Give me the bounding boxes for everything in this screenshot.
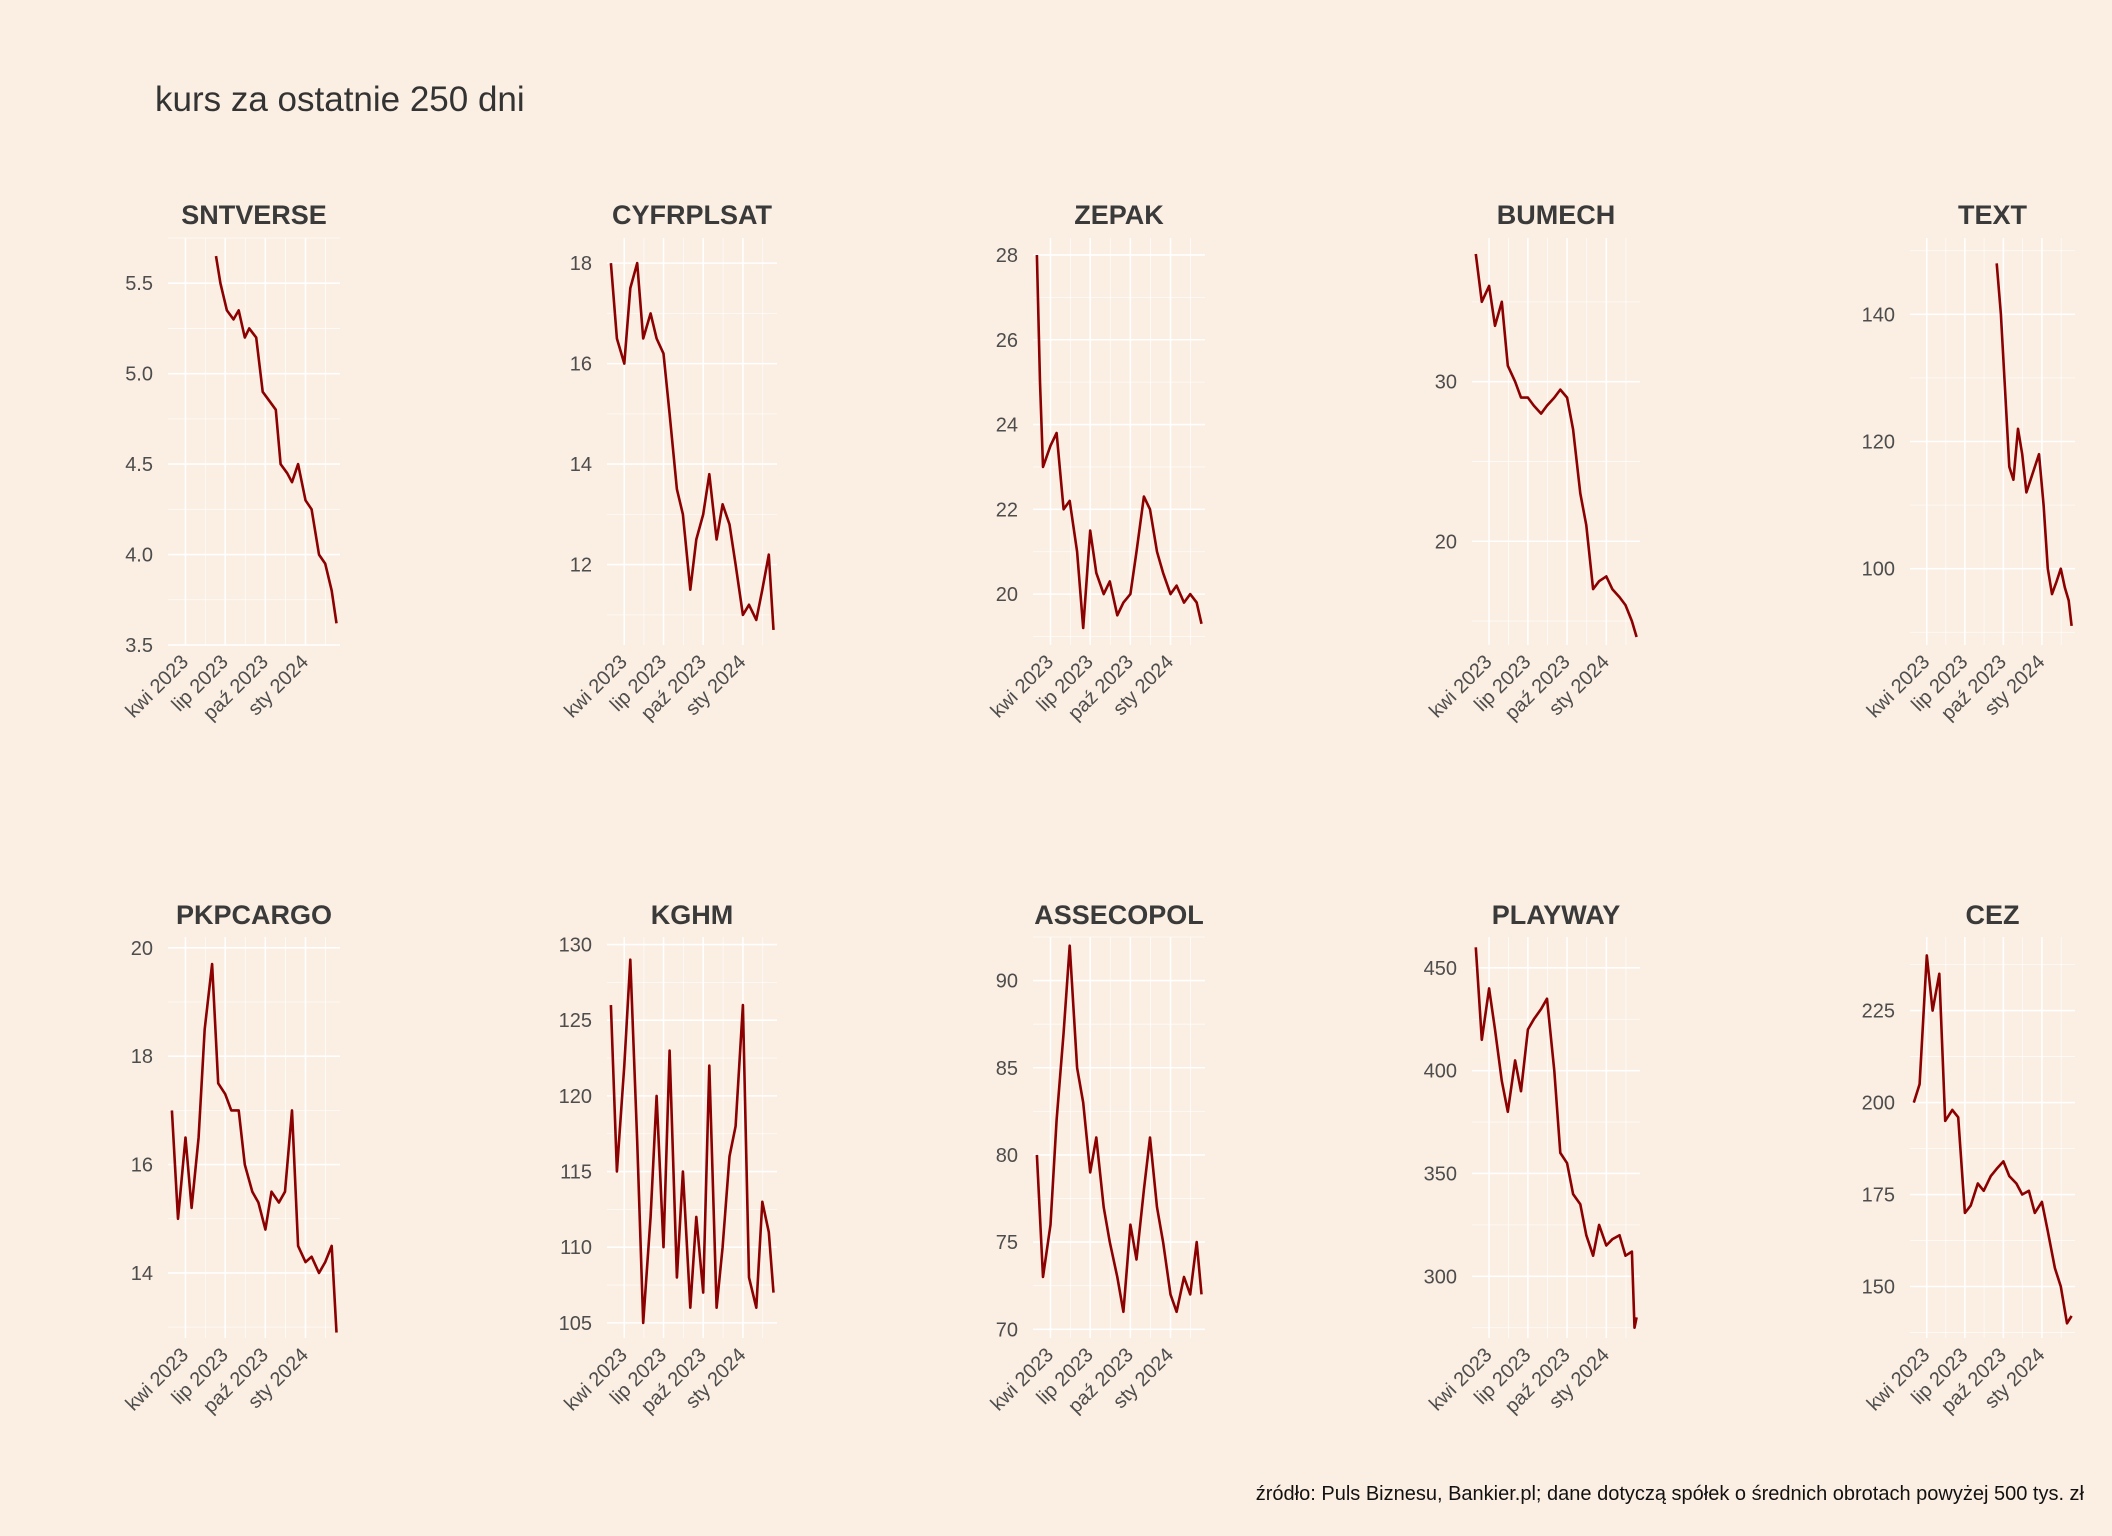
- panel-title: CYFRPLSAT: [612, 200, 773, 230]
- y-tick-label: 100: [1862, 559, 1895, 581]
- y-tick-label: 75: [996, 1232, 1018, 1254]
- page-title: kurs za ostatnie 250 dni: [155, 80, 525, 119]
- panel-title: PLAYWAY: [1492, 900, 1621, 930]
- y-tick-label: 200: [1862, 1093, 1895, 1115]
- y-tick-label: 120: [559, 1086, 592, 1108]
- y-tick-label: 225: [1862, 1001, 1895, 1023]
- series-line-cyfrplsat: [609, 261, 775, 630]
- panel-title: ASSECOPOL: [1034, 900, 1204, 930]
- y-tick-label: 20: [131, 938, 153, 960]
- y-tick-label: 4.5: [125, 454, 153, 476]
- y-tick-label: 350: [1424, 1163, 1457, 1185]
- series-line-assecopol: [1035, 944, 1203, 1314]
- y-tick-label: 150: [1862, 1276, 1895, 1298]
- y-tick-label: 30: [1435, 372, 1457, 394]
- panel-title: CEZ: [1966, 900, 2020, 930]
- panel-title: TEXT: [1958, 200, 2028, 230]
- y-tick-label: 85: [996, 1058, 1018, 1080]
- series-line-pkpcargo: [170, 962, 338, 1333]
- y-tick-label: 20: [1435, 531, 1457, 553]
- panel-title: SNTVERSE: [181, 200, 327, 230]
- y-tick-label: 115: [560, 1162, 592, 1184]
- panel-title: BUMECH: [1497, 200, 1616, 230]
- series-line-sntverse: [214, 255, 338, 624]
- series-line-kghm: [609, 958, 775, 1325]
- y-tick-label: 80: [996, 1145, 1018, 1167]
- series-line-bumech: [1474, 253, 1638, 638]
- y-tick-label: 400: [1424, 1061, 1457, 1083]
- y-tick-label: 90: [996, 971, 1018, 993]
- y-tick-label: 120: [1862, 432, 1895, 454]
- y-tick-label: 24: [996, 415, 1018, 437]
- series-line-text: [1995, 263, 2073, 627]
- y-tick-label: 22: [996, 499, 1018, 521]
- y-tick-label: 300: [1424, 1266, 1457, 1288]
- y-tick-label: 5.0: [125, 364, 153, 386]
- panel-title: PKPCARGO: [176, 900, 332, 930]
- y-tick-label: 4.0: [125, 545, 153, 567]
- y-tick-label: 110: [560, 1237, 592, 1259]
- y-tick-label: 125: [559, 1010, 592, 1032]
- panel-title: ZEPAK: [1074, 200, 1164, 230]
- y-tick-label: 3.5: [125, 635, 153, 657]
- y-tick-label: 18: [570, 253, 592, 275]
- y-tick-label: 70: [996, 1319, 1018, 1341]
- y-tick-label: 5.5: [125, 273, 153, 295]
- y-tick-label: 140: [1862, 304, 1895, 326]
- y-tick-label: 175: [1862, 1185, 1895, 1207]
- y-tick-label: 14: [131, 1263, 153, 1285]
- y-tick-label: 28: [996, 245, 1018, 267]
- y-tick-label: 20: [996, 584, 1018, 606]
- y-tick-label: 16: [570, 354, 592, 376]
- y-tick-label: 130: [559, 935, 592, 957]
- y-tick-label: 26: [996, 330, 1018, 352]
- panel-title: KGHM: [651, 900, 734, 930]
- series-line-zepak: [1035, 254, 1203, 630]
- y-tick-label: 105: [559, 1313, 592, 1335]
- y-tick-label: 18: [131, 1046, 153, 1068]
- series-line-playway: [1474, 947, 1638, 1329]
- y-tick-label: 12: [570, 555, 592, 577]
- source-note: źródło: Puls Biznesu, Bankier.pl; dane d…: [1255, 1483, 2084, 1505]
- y-tick-label: 14: [570, 454, 592, 476]
- y-tick-label: 450: [1424, 958, 1457, 980]
- series-line-cez: [1912, 954, 2073, 1325]
- y-tick-label: 16: [131, 1155, 153, 1177]
